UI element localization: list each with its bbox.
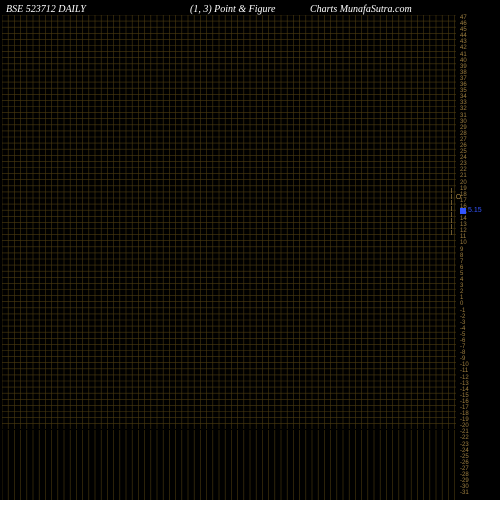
bottom-stripes — [2, 430, 456, 500]
marker-value: 5.15 — [468, 207, 482, 214]
grid-svg — [2, 15, 456, 429]
y-tick-label: -31 — [458, 490, 498, 496]
ticker-label: BSE 523712 DAILY — [6, 4, 86, 15]
chart-header: BSE 523712 DAILY (1, 3) Point & Figure C… — [0, 4, 500, 18]
pf-mark: I — [448, 231, 455, 237]
current-price-marker: 5.15 — [460, 207, 482, 214]
chart-type-label: (1, 3) Point & Figure — [190, 4, 275, 15]
source-label: Charts MunafaSutra.com — [310, 4, 412, 15]
chart-container: BSE 523712 DAILY (1, 3) Point & Figure C… — [0, 0, 500, 500]
stripes-svg — [2, 430, 456, 500]
y-axis: 4746454443424140393837363534333231302928… — [458, 15, 498, 493]
grid-area — [2, 15, 456, 429]
marker-square-icon — [460, 208, 466, 214]
pf-mark — [455, 231, 462, 237]
